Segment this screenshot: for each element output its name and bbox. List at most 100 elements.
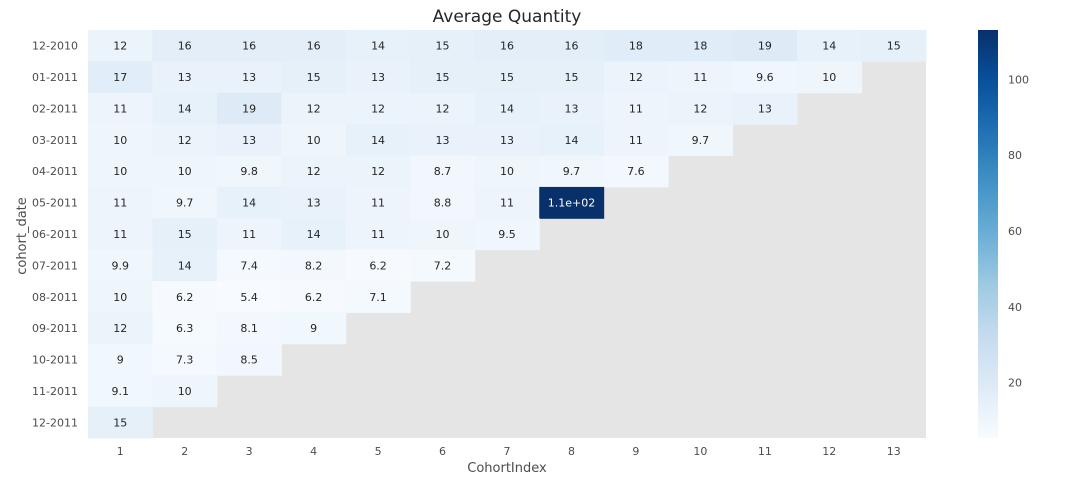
cell-label: 7.1 [369,291,387,304]
cell-label: 11 [693,71,707,84]
heatmap-cell [474,155,540,188]
cell-label: 11 [629,102,643,115]
heatmap-cell [152,155,218,188]
heatmap-cell [216,155,282,188]
y-tick-label: 09-2011 [32,322,78,335]
cell-label: 12 [113,322,127,335]
heatmap-cell [539,30,605,62]
heatmap-cells: 12 16 16 16 14 15 16 16 18 18 19 14 15 17 13 13 15 13 15 15… [88,30,927,439]
cell-label: 12 [629,71,643,84]
cell-label: 11 [113,228,127,241]
cell-label: 6.3 [176,322,194,335]
cell-label: 17 [113,71,127,84]
cell-label: 18 [693,40,707,53]
heatmap-cell [88,249,153,282]
cell-label: 5.4 [240,291,258,304]
cell-label: 9.1 [111,385,129,398]
heatmap-cell [281,124,347,157]
heatmap-cell [152,61,218,94]
cell-label: 9.6 [756,71,774,84]
heatmap-cell [216,92,282,125]
heatmap-cell [345,186,411,219]
heatmap-cell [539,124,605,157]
heatmap-cell [88,375,153,408]
heatmap-cell [861,30,927,62]
heatmap-cell [216,30,282,62]
heatmap-cell [668,61,734,94]
cell-label: 7.6 [627,165,645,178]
y-tick-label: 11-2011 [32,385,78,398]
cell-label: 13 [307,197,321,210]
x-tick-label: 4 [310,445,317,458]
y-tick-label: 03-2011 [32,134,78,147]
heatmap-cell [281,249,347,282]
cell-label: 13 [564,102,578,115]
heatmap-cell [281,30,347,62]
heatmap-cell [88,312,153,345]
cell-label: 8.5 [240,354,258,367]
cell-label: 16 [500,40,514,53]
cell-label: 15 [887,40,901,53]
cell-label: 10 [822,71,836,84]
heatmap-cell [152,186,218,219]
cell-label: 11 [113,197,127,210]
cell-label: 12 [371,102,385,115]
x-tick-label: 1 [117,445,124,458]
y-tick-label: 12-2011 [32,416,78,429]
heatmap-cell [410,218,476,251]
heatmap-cell [216,249,282,282]
heatmap-cell [603,124,669,157]
x-axis-label: CohortIndex [467,461,547,476]
heatmap-cell [281,281,347,313]
cell-label: 9 [117,354,124,367]
cell-label: 15 [564,71,578,84]
heatmap-cell [88,406,153,439]
heatmap-cell [474,61,540,94]
cell-label: 9.5 [498,228,516,241]
y-tick-label: 02-2011 [32,102,78,115]
colorbar-tick-label: 20 [1008,377,1022,390]
heatmap-cell [345,30,411,62]
cell-label: 10 [113,165,127,178]
cell-label: 10 [178,385,192,398]
heatmap-cell [539,155,605,188]
y-tick-label: 12-2010 [32,40,78,53]
cell-label: 9.9 [111,259,129,272]
x-tick-label: 8 [568,445,575,458]
heatmap-cell [281,218,347,251]
heatmap-cell [152,281,218,313]
cell-label: 8.8 [434,197,452,210]
cell-label: 11 [371,197,385,210]
heatmap-cell [152,249,218,282]
heatmap-cell [88,155,153,188]
y-tick-label: 05-2011 [32,197,78,210]
cell-label: 8.2 [305,259,323,272]
heatmap-cell [281,61,347,94]
heatmap-cell [88,61,153,94]
cell-label: 9.7 [563,165,581,178]
x-tick-label: 10 [693,445,707,458]
heatmap-cell [345,124,411,157]
cell-label: 13 [758,102,772,115]
colorbar [978,30,998,438]
heatmap-cell [152,92,218,125]
cell-label: 15 [178,228,192,241]
cell-label: 9 [310,322,317,335]
heatmap-cell [88,30,153,62]
heatmap-cell [732,61,798,94]
heatmap-cell [216,124,282,157]
heatmap-cell [410,30,476,62]
heatmap-cell [345,92,411,125]
heatmap-cell [732,30,798,62]
heatmap-cell [88,92,153,125]
heatmap-cell [797,30,863,62]
x-tick-label: 6 [439,445,446,458]
heatmap-cell [474,186,540,219]
colorbar-tick-labels: 20 40 60 80 100 [1008,73,1029,389]
x-tick-label: 7 [504,445,511,458]
heatmap-cell [474,30,540,62]
heatmap-cell [668,30,734,62]
heatmap-cell [474,92,540,125]
x-tick-label: 11 [758,445,772,458]
